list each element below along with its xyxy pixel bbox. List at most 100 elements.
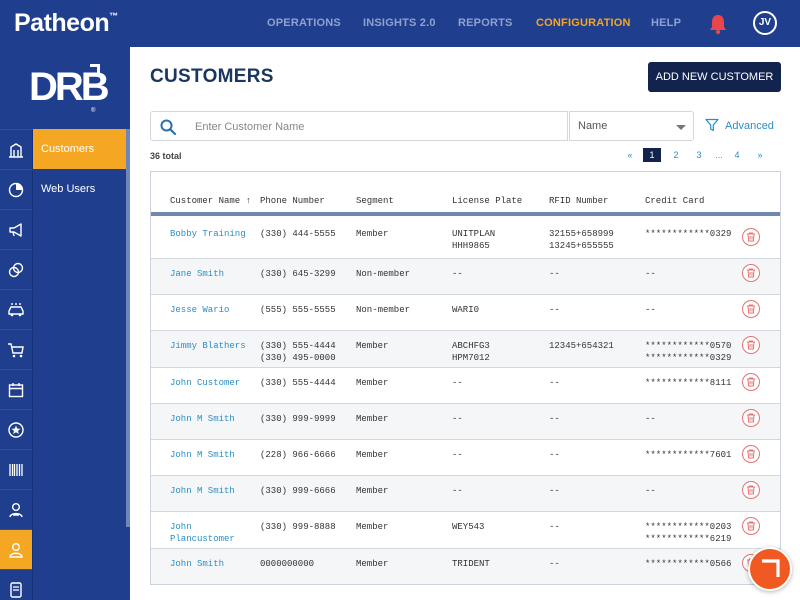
rail-finance[interactable]: [0, 249, 33, 289]
company-logo: DRB: [29, 65, 110, 109]
cell-customer-name[interactable]: Bobby Training: [170, 229, 246, 239]
bell-icon[interactable]: [708, 13, 728, 35]
delete-customer-button[interactable]: [742, 517, 760, 535]
nav-insights[interactable]: INSIGHTS 2.0: [363, 17, 436, 29]
rail-loyalty[interactable]: [0, 409, 33, 449]
cell-customer-name[interactable]: John Smith: [170, 559, 225, 569]
trash-icon: [747, 232, 755, 242]
cell-rfid: --: [549, 450, 560, 460]
table-row: John Smith 0000000000 Member TRIDENT -- *****…: [151, 549, 780, 584]
cell-phone: (330) 999-6666: [260, 486, 336, 496]
column-header-segment[interactable]: Segment: [356, 196, 394, 206]
delete-customer-button[interactable]: [742, 336, 760, 354]
pagination-page-1[interactable]: 1: [643, 148, 661, 162]
cell-license-plate: UNITPLAN HHH9865: [452, 229, 496, 251]
brand-logo[interactable]: Patheon™: [14, 9, 118, 37]
table-row: Jimmy Blathers (330) 555-4444 (330) 495-0…: [151, 331, 780, 368]
cell-customer-name[interactable]: John M Smith: [170, 486, 235, 496]
cell-phone: 0000000000: [260, 559, 315, 569]
rail-calendar[interactable]: [0, 369, 33, 409]
pagination-ellipsis: ...: [715, 150, 723, 160]
cell-segment: Member: [356, 450, 389, 460]
pagination-page-4[interactable]: 4: [734, 150, 740, 160]
cell-credit-card: ************0566: [645, 559, 732, 569]
cell-customer-name[interactable]: Jesse Wario: [170, 305, 230, 315]
column-header-license-plate[interactable]: License Plate: [452, 196, 523, 206]
delete-customer-button[interactable]: [742, 445, 760, 463]
rail-employees[interactable]: [0, 489, 33, 529]
add-new-customer-button[interactable]: ADD NEW CUSTOMER: [648, 62, 781, 92]
chat-icon: [762, 559, 780, 577]
cell-license-plate: ABCHFG3 HPM7012: [452, 341, 490, 363]
rail-insights[interactable]: [0, 169, 33, 209]
nav-reports[interactable]: REPORTS: [458, 17, 513, 29]
trash-icon: [747, 449, 755, 459]
rail-customers[interactable]: [0, 529, 33, 569]
delete-customer-button[interactable]: [742, 264, 760, 282]
subnav-item-customers[interactable]: Customers: [33, 129, 130, 169]
cell-segment: Member: [356, 522, 389, 532]
cell-customer-name[interactable]: John M Smith: [170, 450, 235, 460]
cell-customer-name[interactable]: Jane Smith: [170, 269, 225, 279]
rail-marketing[interactable]: [0, 209, 33, 249]
cell-segment: Member: [356, 341, 389, 351]
table-row: Jane Smith (330) 645-3299 Non-member -- -- --: [151, 259, 780, 295]
cell-rfid: --: [549, 378, 560, 388]
search-box: [150, 111, 568, 141]
cell-customer-name[interactable]: Jimmy Blathers: [170, 341, 246, 351]
total-count: 36 total: [150, 151, 182, 161]
cell-credit-card: ************0570 ************0329: [645, 341, 732, 363]
megaphone-icon: [9, 222, 22, 237]
car-wash-icon: [8, 302, 24, 316]
delete-customer-button[interactable]: [742, 300, 760, 318]
sidebar-scrollbar[interactable]: [126, 129, 130, 527]
cell-phone: (330) 999-8888: [260, 522, 336, 532]
trash-icon: [747, 413, 755, 423]
rail-barcodes[interactable]: [0, 449, 33, 489]
delete-customer-button[interactable]: [742, 228, 760, 246]
cell-phone: (228) 966-6666: [260, 450, 336, 460]
chat-button[interactable]: [748, 547, 792, 591]
cell-customer-name[interactable]: John Customer: [170, 378, 241, 388]
cell-segment: Member: [356, 414, 389, 424]
column-header-phone[interactable]: Phone Number: [260, 196, 325, 206]
nav-help[interactable]: HELP: [651, 17, 682, 29]
cell-license-plate: --: [452, 450, 463, 460]
rail-store[interactable]: [0, 329, 33, 369]
cell-rfid: --: [549, 559, 560, 569]
cell-segment: Non-member: [356, 305, 411, 315]
rail-devices[interactable]: [0, 569, 33, 600]
delete-customer-button[interactable]: [742, 373, 760, 391]
trash-icon: [747, 485, 755, 495]
nav-operations[interactable]: OPERATIONS: [267, 17, 341, 29]
cell-phone: (330) 555-4444: [260, 378, 336, 388]
logo-registered-mark: ®: [91, 108, 96, 114]
advanced-filter-link[interactable]: Advanced: [705, 118, 774, 132]
column-header-rfid[interactable]: RFID Number: [549, 196, 609, 206]
subnav-item-web-users[interactable]: Web Users: [41, 183, 96, 195]
cell-credit-card: ************0203 ************6219: [645, 522, 732, 544]
search-input[interactable]: [195, 118, 555, 136]
delete-customer-button[interactable]: [742, 409, 760, 427]
calendar-icon: [8, 382, 24, 397]
cell-phone: (330) 555-4444 (330) 495-0000: [260, 341, 336, 363]
cell-phone: (330) 444-5555: [260, 229, 336, 239]
cell-customer-name[interactable]: John Plancustomer: [170, 522, 235, 544]
pagination-page-3[interactable]: 3: [696, 150, 702, 160]
column-header-customer-name[interactable]: Customer Name ↑: [170, 196, 252, 206]
column-header-credit-card[interactable]: Credit Card: [645, 196, 705, 206]
building-icon: [9, 142, 23, 158]
search-icon[interactable]: [159, 118, 177, 136]
pagination-next[interactable]: »: [757, 150, 763, 160]
cell-credit-card: --: [645, 269, 656, 279]
pagination-page-2[interactable]: 2: [673, 150, 679, 160]
cell-customer-name[interactable]: John M Smith: [170, 414, 235, 424]
user-avatar[interactable]: JV: [753, 11, 777, 35]
nav-configuration[interactable]: CONFIGURATION: [536, 17, 631, 29]
rail-wash[interactable]: [0, 289, 33, 329]
table-row: Bobby Training (330) 444-5555 Member UNITPL…: [151, 220, 780, 259]
search-field-select[interactable]: Name: [569, 111, 694, 141]
rail-building[interactable]: [0, 129, 33, 169]
pagination-prev[interactable]: «: [627, 150, 633, 160]
delete-customer-button[interactable]: [742, 481, 760, 499]
